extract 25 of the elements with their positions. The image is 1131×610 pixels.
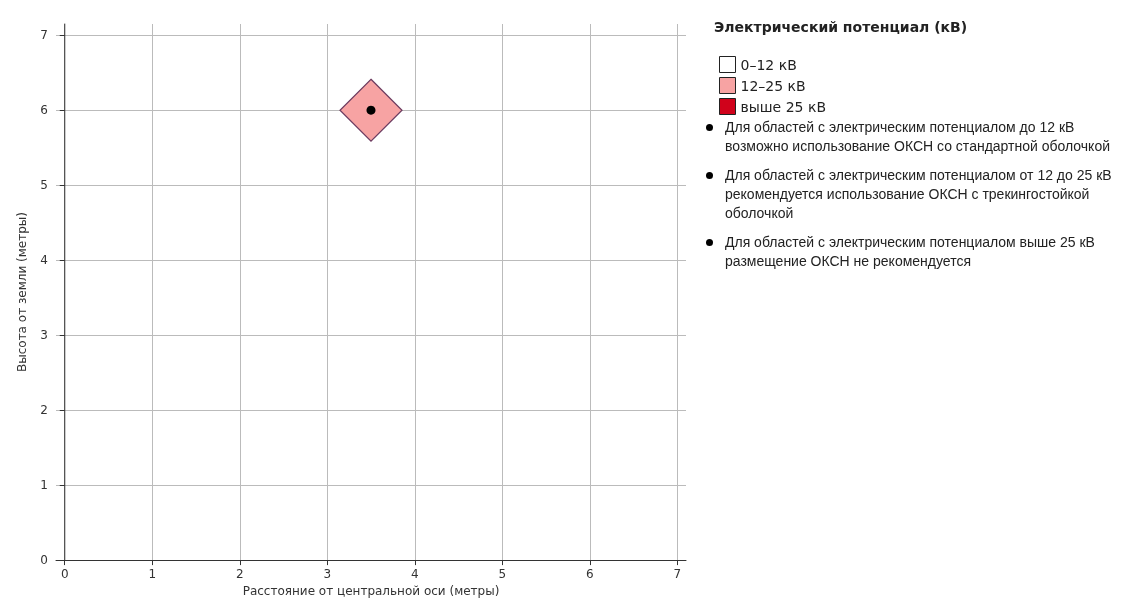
x-tick-label: 7: [673, 567, 682, 582]
legend-label: выше 25 кВ: [740, 98, 827, 115]
y-tick-label: 6: [40, 103, 48, 118]
legend-title: Электрический потенциал (кВ): [714, 19, 968, 35]
x-tick-label: 5: [498, 567, 507, 582]
y-tick-label: 5: [40, 178, 48, 193]
x-tick-label: 6: [585, 567, 594, 582]
x-tick-label: 4: [410, 567, 419, 582]
text: Для областей с электрическим потенциалом до 12 кВ возможно использование ОКСН со стандартной оболочкой: [725, 118, 1111, 156]
x-tick-label: 0: [60, 567, 69, 582]
y-tick-label: 4: [40, 253, 48, 268]
text: Для областей с электрическим потенциалом выше 25 кВ размещение ОКСН не рекомендуется: [725, 233, 1096, 271]
x-axis-title: Расстояние от центральной оси (метры): [242, 584, 500, 598]
text: Для областей с электрическим потенциалом от 12 до 25 кВ рекомендуется использование ОКСН с трекингостойкой оболочкой: [725, 166, 1113, 223]
y-tick-label: 1: [40, 478, 48, 493]
y-tick-label: 0: [40, 553, 48, 568]
y-tick-label: 7: [40, 28, 48, 43]
legend-label: 0–12 кВ: [740, 56, 797, 73]
x-tick-label: 2: [235, 567, 244, 582]
x-tick-label: 3: [323, 567, 332, 582]
y-tick-label: 2: [40, 403, 48, 418]
x-tick-label: 1: [148, 567, 157, 582]
y-tick-label: 3: [40, 328, 48, 343]
legend-label: 12–25 кВ: [740, 77, 806, 94]
y-axis-title: Высота от земли (метры): [15, 212, 29, 373]
